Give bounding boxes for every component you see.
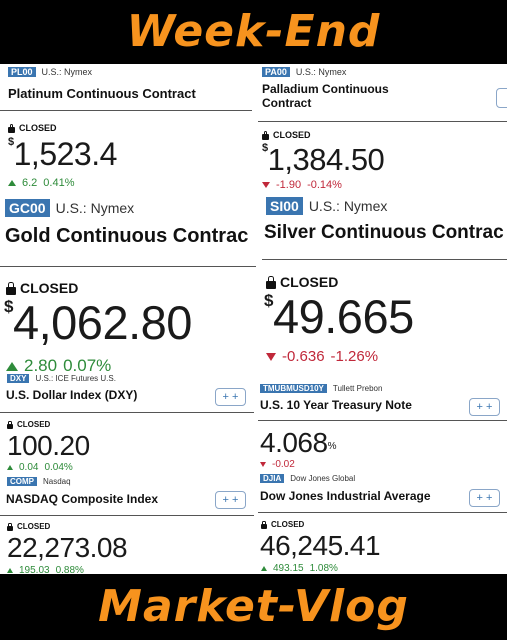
change-percent: 0.07% [63, 356, 112, 375]
change-value: -1.90 [276, 179, 302, 191]
market-status: CLOSED [271, 520, 305, 529]
change-value: 195.03 [19, 565, 50, 574]
exchange-label: Tullett Prebon [332, 384, 383, 393]
market-status: CLOSED [19, 123, 57, 133]
exchange-label: U.S.: Nymex [55, 200, 135, 216]
change-percent: 0.41% [43, 177, 75, 189]
change-percent: -0.14% [307, 179, 342, 191]
market-status: CLOSED [273, 130, 311, 140]
currency-symbol: $ [8, 136, 14, 148]
market-status: CLOSED [17, 522, 51, 531]
instrument-name[interactable]: Gold Continuous Contrac [5, 225, 249, 247]
triangle-up-icon [7, 465, 13, 470]
ticker-badge: TMUBMUSD10Y [260, 384, 327, 393]
add-watchlist-button[interactable] [496, 88, 507, 108]
triangle-up-icon [6, 361, 18, 371]
change-value: 0.04 [19, 462, 39, 473]
lock-icon [266, 275, 276, 289]
triangle-up-icon [261, 566, 267, 571]
market-status: CLOSED [280, 274, 339, 290]
ticker-badge: SI00 [266, 197, 303, 215]
exchange-label: Dow Jones Global [290, 474, 356, 483]
change-value: -0.636 [282, 348, 325, 365]
palladium-card[interactable]: PA00 U.S.: Nymex Palladium Continuous Co… [258, 64, 507, 199]
lock-icon [8, 123, 15, 133]
nasdaq-card[interactable]: COMP Nasdaq NASDAQ Composite Index + + C… [0, 476, 254, 574]
change-value: -0.02 [272, 459, 295, 470]
market-status: CLOSED [17, 420, 51, 429]
exchange-label: Nasdaq [43, 477, 71, 486]
instrument-name[interactable]: U.S. 10 Year Treasury Note [260, 398, 412, 412]
price-value: 4.068 [260, 427, 328, 458]
gold-card[interactable]: GC00 U.S.: Nymex Gold Continuous Contrac… [0, 195, 256, 378]
djia-card[interactable]: DJIA Dow Jones Global Dow Jones Industri… [258, 472, 507, 574]
lock-icon [261, 520, 267, 529]
change-value: 6.2 [22, 177, 38, 189]
lock-icon [6, 281, 16, 295]
price-value: 46,245.41 [260, 530, 381, 561]
price-value: 100.20 [7, 430, 90, 461]
dxy-card[interactable]: DXY U.S.: ICE Futures U.S. U.S. Dollar I… [0, 374, 254, 478]
change-value: 493.15 [273, 563, 304, 574]
lock-icon [7, 522, 13, 531]
currency-symbol: $ [262, 142, 268, 154]
change-value: 2.80 [24, 356, 58, 375]
instrument-name[interactable]: Silver Continuous Contrac [264, 222, 504, 243]
change-percent: -1.26% [330, 348, 379, 365]
add-watchlist-button[interactable]: + + [215, 491, 246, 509]
price-value: 22,273.08 [7, 532, 128, 563]
lock-icon [7, 420, 13, 429]
ticker-badge: DXY [7, 374, 30, 383]
ticker-badge: PA00 [262, 67, 290, 77]
instrument-name[interactable]: NASDAQ Composite Index [6, 492, 159, 506]
add-watchlist-button[interactable]: + + [469, 489, 500, 507]
price-value: 1,523.4 [13, 136, 118, 172]
ticker-badge: GC00 [5, 199, 50, 217]
currency-symbol: $ [4, 297, 13, 316]
change-percent: 0.04% [44, 462, 73, 473]
silver-card[interactable]: SI00 U.S.: Nymex Silver Continuous Contr… [262, 195, 507, 371]
price-value: 1,384.50 [267, 142, 385, 177]
treasury-card[interactable]: TMUBMUSD10Y Tullett Prebon U.S. 10 Year … [258, 382, 507, 474]
instrument-name[interactable]: U.S. Dollar Index (DXY) [6, 388, 138, 402]
platinum-card[interactable]: PL00 U.S.: Nymex Platinum Continuous Con… [0, 64, 252, 204]
triangle-up-icon [7, 568, 13, 573]
triangle-down-icon [266, 352, 276, 361]
ticker-badge: DJIA [260, 474, 285, 483]
change-percent: 1.08% [309, 563, 338, 574]
unit-label: % [327, 441, 337, 452]
instrument-name[interactable]: Palladium Continuous Contract [262, 82, 389, 110]
add-watchlist-button[interactable]: + + [469, 398, 500, 416]
triangle-up-icon [8, 180, 16, 186]
exchange-label: U.S.: Nymex [295, 67, 347, 77]
quotes-collage: PL00 U.S.: Nymex Platinum Continuous Con… [0, 64, 507, 574]
exchange-label: U.S.: ICE Futures U.S. [35, 374, 116, 383]
exchange-label: U.S.: Nymex [308, 198, 388, 214]
instrument-name[interactable]: Dow Jones Industrial Average [260, 489, 431, 503]
lock-icon [262, 130, 269, 140]
ticker-badge: PL00 [8, 67, 36, 77]
triangle-down-icon [260, 462, 266, 467]
bottom-banner: Market-Vlog [0, 574, 507, 640]
instrument-name[interactable]: Platinum Continuous Contract [8, 86, 196, 101]
market-status: CLOSED [20, 280, 79, 296]
currency-symbol: $ [264, 291, 273, 310]
top-banner: Week-End [0, 0, 507, 64]
add-watchlist-button[interactable]: + + [215, 388, 246, 406]
ticker-badge: COMP [7, 477, 37, 486]
triangle-down-icon [262, 182, 270, 188]
price-value: 4,062.80 [12, 296, 192, 349]
exchange-label: U.S.: Nymex [41, 67, 93, 77]
change-percent: 0.88% [55, 565, 84, 574]
price-value: 49.665 [272, 290, 414, 343]
